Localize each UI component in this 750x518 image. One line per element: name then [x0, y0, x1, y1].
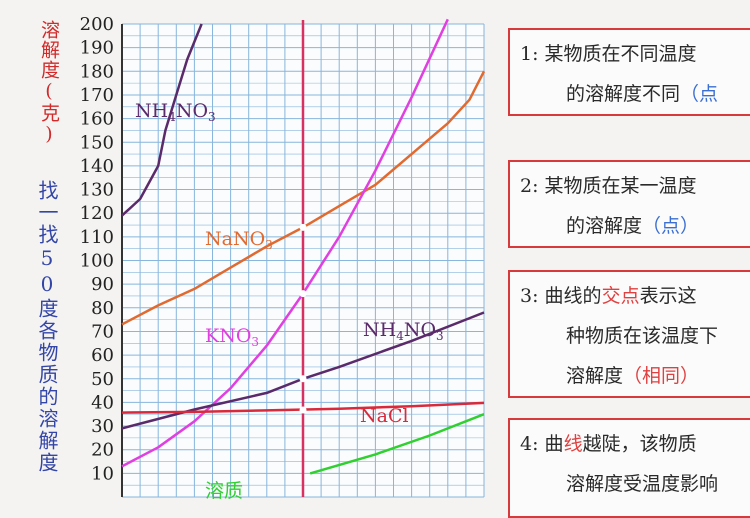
y-tick-label: 160 — [80, 109, 114, 130]
series-label-5: 溶质 — [205, 480, 243, 500]
y-axis-label: 溶解度(克) — [38, 20, 60, 146]
y-tick-label: 50 — [91, 369, 114, 390]
y-tick-label: 90 — [91, 274, 114, 295]
y-tick-label: 180 — [80, 61, 114, 82]
y-tick-label: 120 — [80, 203, 114, 224]
series-label-1: NaNO3 — [205, 228, 273, 252]
note-4-line1b: 越陡，该物质 — [582, 433, 697, 455]
y-tick-label: 60 — [91, 345, 114, 366]
series-label-3: NH4NO3 — [363, 319, 444, 343]
series-line-2 — [121, 18, 449, 468]
series-line-1 — [121, 70, 486, 326]
note-3-highlight: （相同） — [623, 365, 700, 387]
series-line-5 — [309, 413, 485, 475]
note-3-num: 3: — [520, 285, 539, 307]
note-4: 4: 曲线越陡，该物质 溶解度受温度影响 — [508, 418, 750, 518]
marker-point — [299, 223, 307, 231]
marker-point — [299, 406, 307, 414]
note-1-line2: 的溶解度不同 — [566, 83, 681, 105]
y-tick-label: 200 — [80, 14, 114, 35]
note-2: 2: 某物质在某一温度 的溶解度（点） — [508, 160, 750, 248]
series-label-4: NaCl — [360, 405, 409, 427]
note-4-line1a: 曲 — [544, 433, 564, 455]
marker-point — [299, 375, 307, 383]
series-label-0: NH4NO3 — [135, 100, 216, 124]
note-1-num: 1: — [520, 43, 539, 65]
y-tick-label: 100 — [80, 251, 114, 272]
note-2-line1: 某物质在某一温度 — [544, 175, 697, 197]
note-2-highlight: （点） — [642, 215, 700, 237]
note-3-line1a: 曲线的 — [544, 285, 602, 307]
y-tick-label: 20 — [91, 440, 114, 461]
chart-series — [121, 18, 486, 475]
note-3-line1-highlight: 交点 — [601, 285, 640, 307]
note-4-line2: 溶解度受温度影响 — [566, 473, 719, 495]
y-tick-label: 130 — [80, 180, 114, 201]
y-tick-label: 170 — [80, 85, 114, 106]
note-4-line1-highlight: 线 — [563, 433, 583, 455]
series-line-0 — [121, 23, 203, 217]
note-3-line3: 溶解度 — [566, 365, 624, 387]
chart-grid — [121, 20, 485, 498]
series-label-2: KNO3 — [205, 325, 259, 349]
y-tick-label: 10 — [91, 463, 114, 484]
y-tick-label: 80 — [91, 298, 114, 319]
y-tick-label: 40 — [91, 392, 114, 413]
note-1: 1: 某物质在不同温度 的溶解度不同（点 — [508, 28, 750, 116]
note-2-num: 2: — [520, 175, 539, 197]
note-4-num: 4: — [520, 433, 539, 455]
note-3-line2: 种物质在该温度下 — [566, 325, 719, 347]
note-3: 3: 曲线的交点表示这 种物质在该温度下 溶解度（相同） — [508, 270, 750, 398]
y-tick-label: 150 — [80, 132, 114, 153]
y-tick-label: 30 — [91, 416, 114, 437]
hint-text: 找一找50度各物质的溶解度 — [35, 180, 59, 474]
y-tick-label: 140 — [80, 156, 114, 177]
y-tick-label: 110 — [80, 227, 114, 248]
series-labels: NH4NO3 NaNO3 KNO3 NH4NO3 NaCl 溶质 — [135, 100, 444, 500]
note-1-line1: 某物质在不同温度 — [544, 43, 697, 65]
y-tick-label: 190 — [80, 38, 114, 59]
marker-point — [299, 290, 307, 298]
note-2-line2: 的溶解度 — [566, 215, 643, 237]
y-tick-label: 70 — [91, 321, 114, 342]
note-1-highlight: （点 — [680, 83, 719, 105]
note-3-line1b: 表示这 — [639, 285, 697, 307]
